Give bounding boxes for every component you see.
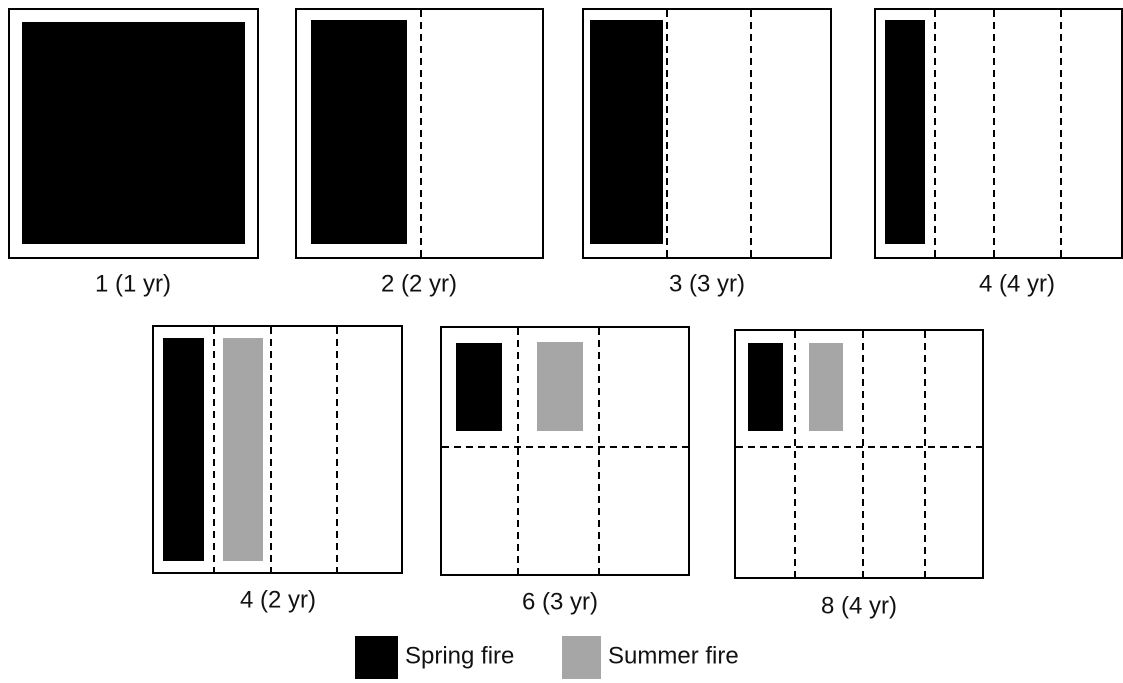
panel-label: 1 (1 yr) xyxy=(95,270,171,297)
spring-block xyxy=(885,20,925,244)
legend-label: Summer fire xyxy=(608,642,739,669)
spring-block xyxy=(163,338,204,561)
summer-block xyxy=(809,343,843,431)
spring-block xyxy=(311,20,407,244)
panel-label: 8 (4 yr) xyxy=(821,592,897,619)
legend-label: Spring fire xyxy=(405,642,514,669)
panel: 1 (1 yr) xyxy=(8,8,259,297)
panel: 4 (2 yr) xyxy=(152,325,403,613)
legend-swatch xyxy=(355,636,398,679)
spring-block xyxy=(22,22,245,244)
spring-block xyxy=(748,343,783,431)
panel-label: 3 (3 yr) xyxy=(669,270,745,297)
summer-block xyxy=(537,342,583,431)
panel: 6 (3 yr) xyxy=(440,326,690,615)
legend-swatch xyxy=(562,636,601,679)
panel: 4 (4 yr) xyxy=(874,8,1123,297)
legend: Spring fire Summer fire xyxy=(355,636,739,679)
panel: 8 (4 yr) xyxy=(734,329,984,619)
spring-block xyxy=(590,20,663,244)
panel-label: 2 (2 yr) xyxy=(381,270,457,297)
spring-block xyxy=(456,343,502,431)
panel-label: 6 (3 yr) xyxy=(522,588,598,615)
panel: 3 (3 yr) xyxy=(582,8,832,297)
panel: 2 (2 yr) xyxy=(295,8,544,297)
panel-label: 4 (2 yr) xyxy=(240,586,316,613)
panel-label: 4 (4 yr) xyxy=(979,270,1055,297)
summer-block xyxy=(223,338,263,561)
